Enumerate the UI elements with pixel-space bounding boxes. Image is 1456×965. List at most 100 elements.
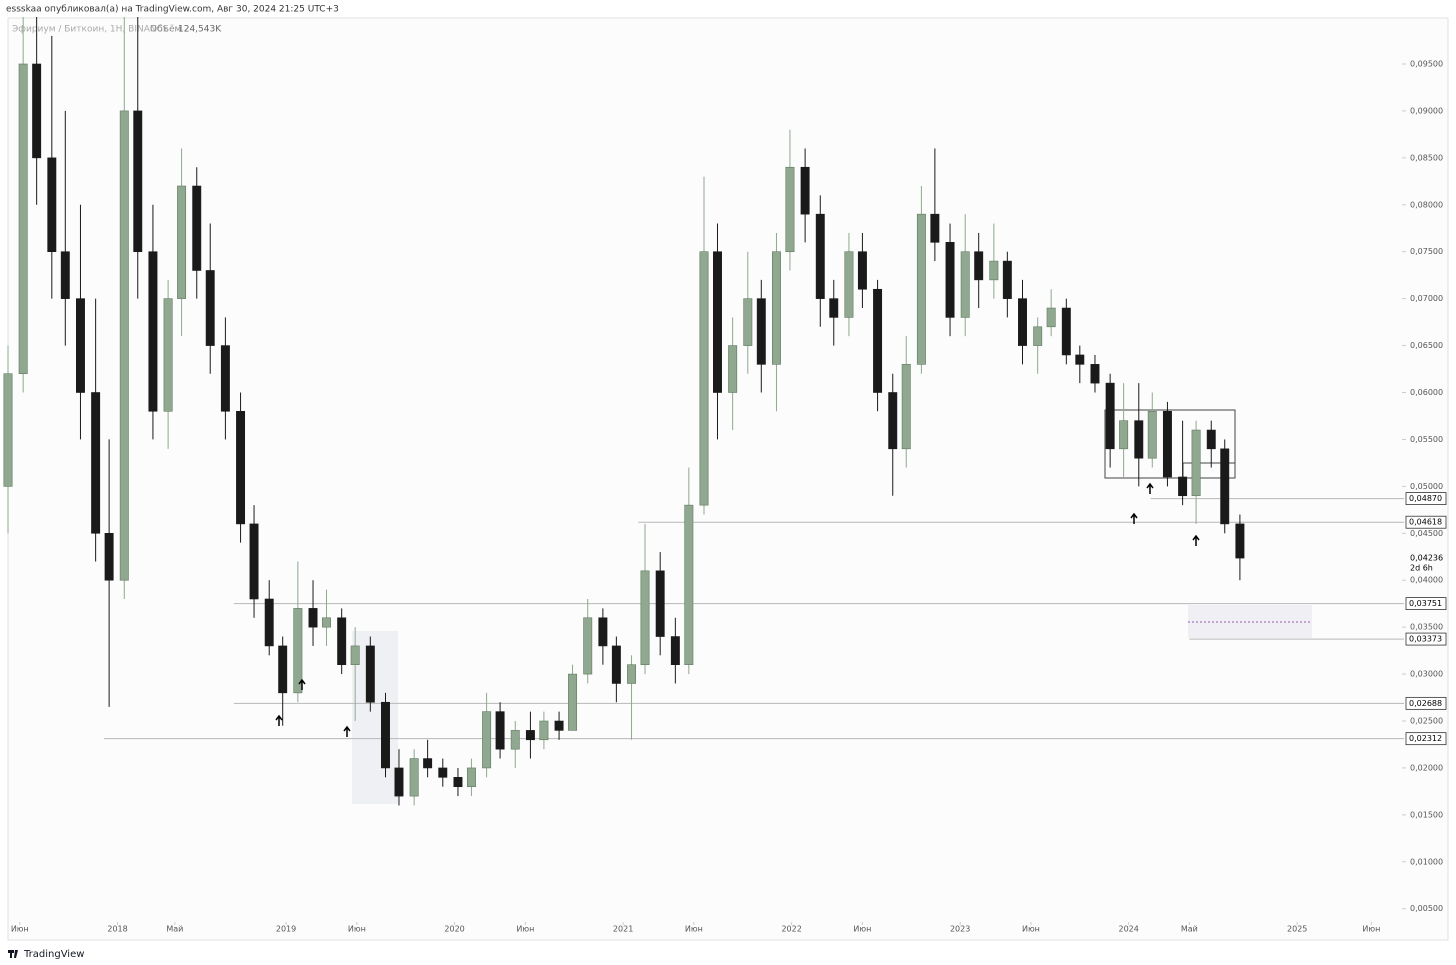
last-price-label: 0,04236 — [1410, 554, 1443, 563]
level-label-box — [1405, 515, 1447, 529]
y-tick-label: 0,05000 — [1410, 482, 1443, 491]
candle-body — [857, 251, 867, 290]
x-tick-label: Июн — [348, 925, 366, 934]
candle-body — [394, 767, 404, 797]
level-label: 0,03751 — [1409, 599, 1442, 608]
candle-body — [510, 730, 520, 750]
x-tick-label: 2024 — [1118, 925, 1138, 934]
candle-body — [1162, 410, 1172, 478]
y-tick-label: 0,02500 — [1410, 717, 1443, 726]
y-tick-label: 0,03500 — [1410, 623, 1443, 632]
y-tick-label: 0,01000 — [1410, 857, 1443, 866]
y-tick-label: 0,08000 — [1410, 200, 1443, 209]
level-label-box — [1405, 597, 1447, 610]
candle-body — [844, 251, 854, 318]
x-tick-label: Июн — [516, 925, 534, 934]
candle-body — [308, 608, 318, 628]
y-tick-label: 0,06000 — [1410, 388, 1443, 397]
candle-body — [728, 345, 738, 393]
candle-body — [91, 392, 101, 534]
logo-icon — [8, 950, 18, 958]
arrow — [343, 725, 351, 737]
candle-body — [381, 701, 390, 769]
candle-body — [1090, 364, 1100, 384]
candle-body — [119, 110, 129, 581]
x-tick-label: Июн — [685, 925, 703, 934]
candle-body — [1018, 298, 1027, 346]
level-label-box — [1405, 492, 1447, 505]
chart-pane — [7, 17, 1449, 941]
candle-body — [916, 213, 926, 365]
candle-body — [785, 166, 795, 253]
x-tick-label: 2021 — [613, 925, 633, 934]
arrow — [298, 678, 306, 690]
y-tick-label: 0,01500 — [1410, 810, 1443, 819]
x-tick-label: Июн — [1022, 925, 1040, 934]
x-tick-label: 2018 — [107, 925, 127, 934]
candle-body — [1134, 420, 1144, 459]
candle-body — [1046, 307, 1056, 328]
x-tick-label: 2022 — [781, 925, 801, 934]
candle-body — [1206, 429, 1216, 450]
candle-body — [133, 110, 143, 253]
candle-body — [75, 298, 85, 393]
candle-body — [438, 767, 448, 778]
candle-body — [640, 570, 650, 665]
x-tick-label: 2020 — [444, 925, 464, 934]
candle-body — [423, 758, 433, 769]
candle-body — [163, 298, 173, 412]
candle-body — [249, 523, 259, 600]
y-tick-label: 0,06500 — [1410, 341, 1443, 350]
candle-body — [670, 636, 680, 665]
logo: TradingView — [8, 949, 84, 960]
candle-body — [829, 298, 839, 318]
candle-body — [3, 373, 13, 487]
candle-body — [815, 213, 825, 299]
x-tick-label: 2025 — [1287, 925, 1307, 934]
candle-body — [568, 673, 578, 731]
candle-body — [539, 720, 549, 741]
candle-body — [930, 213, 940, 243]
candle-body — [466, 767, 476, 788]
candle-body — [32, 63, 42, 159]
y-tick-label: 0,09500 — [1410, 59, 1443, 68]
candle-body — [525, 730, 535, 741]
candle-body — [1220, 448, 1230, 525]
brand: TradingView — [23, 949, 84, 960]
candle-body — [583, 617, 593, 675]
candle-body — [365, 645, 375, 703]
level-label: 0,04870 — [1409, 494, 1442, 503]
range-box — [1104, 409, 1236, 479]
arrow — [1146, 482, 1154, 494]
candle-body — [756, 298, 766, 365]
level-label-box — [1405, 632, 1447, 646]
level-label: 0,03373 — [1409, 635, 1442, 644]
y-tick-label: 0,03000 — [1410, 670, 1443, 679]
y-tick-label: 0,04500 — [1410, 529, 1443, 538]
candle-body — [18, 63, 28, 375]
candle-body — [743, 298, 753, 346]
y-tick-label: 0,04000 — [1410, 576, 1443, 585]
volume-label: Объём — [150, 25, 181, 35]
x-tick-label: Май — [1181, 925, 1198, 934]
candle-body — [945, 242, 955, 318]
candle-body — [148, 251, 158, 412]
level-label: 0,02312 — [1409, 734, 1442, 743]
candle-body — [1075, 354, 1085, 365]
highlight-zone — [352, 631, 398, 804]
y-tick-label: 0,05500 — [1410, 435, 1443, 444]
y-tick-label: 0,00500 — [1410, 904, 1443, 913]
candle-body — [264, 598, 274, 647]
x-tick-label: Июн — [853, 925, 871, 934]
candle-body — [1061, 307, 1071, 356]
candle-body — [104, 532, 114, 581]
candle-body — [1105, 382, 1115, 450]
candle-body — [60, 251, 70, 299]
arrow — [275, 714, 283, 726]
level-label-box — [1405, 732, 1447, 746]
candle-body — [453, 777, 463, 788]
level-label: 0,04618 — [1409, 518, 1442, 527]
candle-body — [205, 270, 215, 346]
x-tick-label: Июн — [1362, 925, 1380, 934]
x-tick-label: 2019 — [276, 925, 296, 934]
